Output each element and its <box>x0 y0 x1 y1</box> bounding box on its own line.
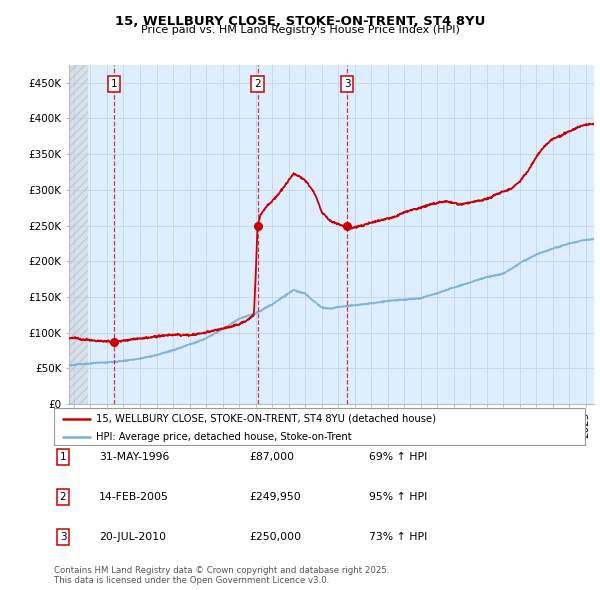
Text: 31-MAY-1996: 31-MAY-1996 <box>99 453 169 462</box>
Text: 2: 2 <box>254 79 261 89</box>
Text: 69% ↑ HPI: 69% ↑ HPI <box>369 453 427 462</box>
Text: 15, WELLBURY CLOSE, STOKE-ON-TRENT, ST4 8YU (detached house): 15, WELLBURY CLOSE, STOKE-ON-TRENT, ST4 … <box>97 414 436 424</box>
Text: 20-JUL-2010: 20-JUL-2010 <box>99 532 166 542</box>
Text: £87,000: £87,000 <box>249 453 294 462</box>
Text: 14-FEB-2005: 14-FEB-2005 <box>99 492 169 502</box>
Text: Contains HM Land Registry data © Crown copyright and database right 2025.
This d: Contains HM Land Registry data © Crown c… <box>54 566 389 585</box>
Text: HPI: Average price, detached house, Stoke-on-Trent: HPI: Average price, detached house, Stok… <box>97 432 352 442</box>
Text: 73% ↑ HPI: 73% ↑ HPI <box>369 532 427 542</box>
Text: £249,950: £249,950 <box>249 492 301 502</box>
Text: Price paid vs. HM Land Registry's House Price Index (HPI): Price paid vs. HM Land Registry's House … <box>140 25 460 35</box>
Text: 3: 3 <box>59 532 67 542</box>
Text: 95% ↑ HPI: 95% ↑ HPI <box>369 492 427 502</box>
Text: 1: 1 <box>110 79 117 89</box>
Text: 2: 2 <box>59 492 67 502</box>
Text: £250,000: £250,000 <box>249 532 301 542</box>
Text: 3: 3 <box>344 79 350 89</box>
Text: 15, WELLBURY CLOSE, STOKE-ON-TRENT, ST4 8YU: 15, WELLBURY CLOSE, STOKE-ON-TRENT, ST4 … <box>115 15 485 28</box>
Text: 1: 1 <box>59 453 67 462</box>
FancyBboxPatch shape <box>54 408 585 445</box>
